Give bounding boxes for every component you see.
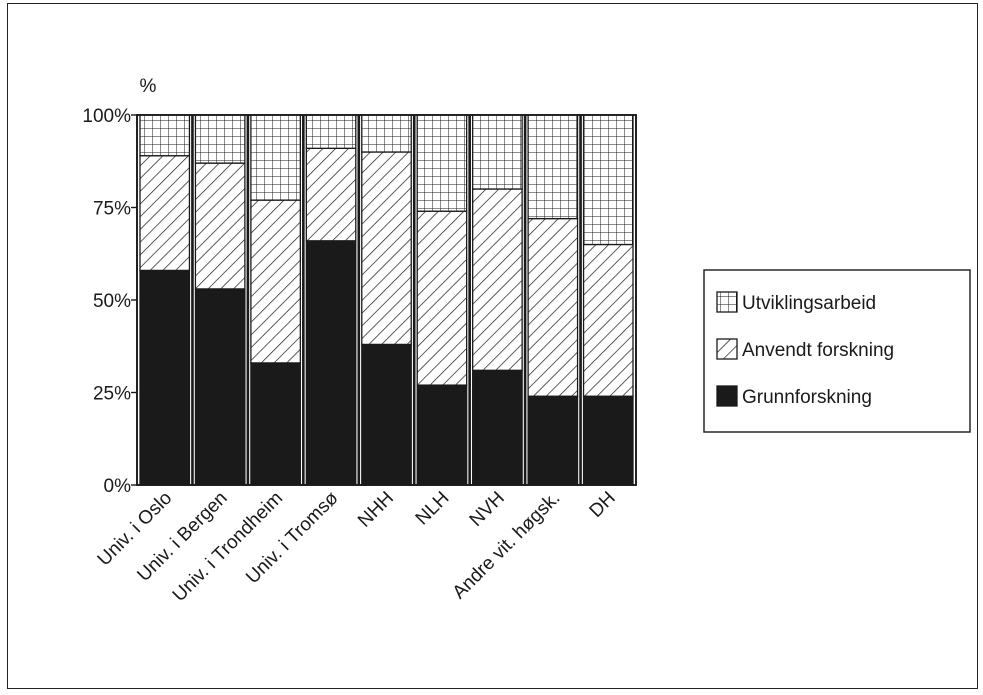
bar-segment-grunnforskning-dh bbox=[582, 395, 634, 486]
bar-segment-utviklingsarbeid-nvh bbox=[472, 114, 523, 190]
legend-swatch-anvendt-forskning bbox=[716, 338, 738, 360]
legend-swatch-utviklingsarbeid bbox=[716, 291, 738, 313]
y-tick-label: 0% bbox=[104, 476, 132, 497]
legend-box bbox=[703, 269, 971, 433]
bar-segment-anvendt-forskning-univ-i-troms bbox=[305, 147, 357, 242]
y-tick-label: 50% bbox=[93, 291, 131, 312]
bar-segment-anvendt-forskning-univ-i-trondheim bbox=[250, 199, 301, 364]
bar-segment-utviklingsarbeid-univ-i-trondheim bbox=[250, 114, 301, 201]
bar-segment-utviklingsarbeid-univ-i-oslo bbox=[139, 114, 191, 157]
bar-segment-anvendt-forskning-univ-i-oslo bbox=[139, 155, 191, 272]
y-tick-label: 75% bbox=[93, 199, 131, 220]
bar-segment-anvendt-forskning-nhh bbox=[361, 151, 412, 346]
x-tick-label-nhh: NHH bbox=[354, 488, 398, 532]
legend-label-utviklingsarbeid: Utviklingsarbeid bbox=[742, 293, 876, 314]
bars-group bbox=[136, 114, 637, 486]
bar-segment-utviklingsarbeid-univ-i-troms bbox=[305, 114, 357, 149]
y-axis-unit-label: % bbox=[140, 76, 157, 97]
bar-segment-anvendt-forskning-dh bbox=[582, 243, 634, 397]
bar-segment-utviklingsarbeid-univ-i-bergen bbox=[194, 114, 246, 164]
y-tick-label: 25% bbox=[93, 384, 131, 405]
bar-segment-grunnforskning-nlh bbox=[416, 384, 468, 486]
bar-segment-grunnforskning-univ-i-bergen bbox=[194, 288, 246, 486]
bar-segment-anvendt-forskning-andre-vit-hgsk bbox=[527, 217, 579, 397]
bar-segment-anvendt-forskning-univ-i-bergen bbox=[194, 162, 246, 290]
bar-segment-utviklingsarbeid-dh bbox=[582, 114, 634, 246]
bar-segment-grunnforskning-nvh bbox=[472, 369, 523, 486]
bar-segment-utviklingsarbeid-nhh bbox=[361, 114, 412, 153]
x-tick-label-andre-vit-hgsk: Andre vit. høgsk. bbox=[449, 488, 565, 604]
bar-segment-utviklingsarbeid-nlh bbox=[416, 114, 468, 212]
bar-segment-anvendt-forskning-nlh bbox=[416, 210, 468, 386]
legend-swatch-grunnforskning bbox=[716, 385, 738, 407]
bar-segment-grunnforskning-univ-i-trondheim bbox=[250, 362, 301, 486]
legend-label-anvendt-forskning: Anvendt forskning bbox=[742, 340, 894, 361]
x-tick-label-nvh: NVH bbox=[466, 488, 509, 531]
bar-segment-grunnforskning-univ-i-troms bbox=[305, 240, 357, 486]
x-tick-label-nlh: NLH bbox=[412, 488, 454, 530]
bar-segment-grunnforskning-univ-i-oslo bbox=[139, 269, 191, 486]
bar-segment-grunnforskning-andre-vit-hgsk bbox=[527, 395, 579, 486]
y-tick-label: 100% bbox=[82, 106, 131, 127]
legend-label-grunnforskning: Grunnforskning bbox=[742, 387, 872, 408]
x-tick-label-dh: DH bbox=[586, 488, 620, 522]
y-ticks-group: 0% 25% 50% 75% 100% bbox=[82, 106, 137, 497]
legend: Utviklingsarbeid Anvendt forskning Grunnfo… bbox=[703, 269, 971, 433]
bar-segment-anvendt-forskning-nvh bbox=[472, 188, 523, 371]
bar-segment-grunnforskning-nhh bbox=[361, 343, 412, 486]
bar-segment-utviklingsarbeid-andre-vit-hgsk bbox=[527, 114, 579, 220]
